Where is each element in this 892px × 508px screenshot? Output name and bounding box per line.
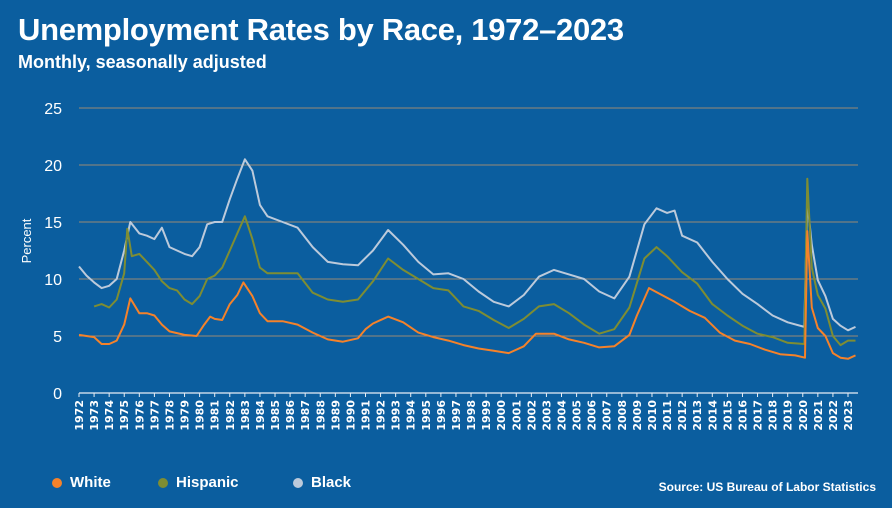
- x-tick-label: 2002: [525, 400, 538, 431]
- x-tick-label: 1979: [179, 400, 192, 431]
- legend-item-black: Black: [293, 474, 351, 491]
- x-tick-label: 1975: [118, 400, 131, 431]
- hispanic-swatch-icon: [158, 477, 168, 488]
- x-tick-label: 1986: [284, 400, 297, 431]
- chart-subtitle: Monthly, seasonally adjusted: [18, 52, 267, 72]
- x-tick-label: 2013: [691, 400, 704, 431]
- y-tick-label: 20: [44, 158, 62, 175]
- x-tick-label: 2022: [827, 400, 840, 431]
- x-tick-label: 2008: [616, 400, 629, 431]
- x-tick-label: 2015: [721, 400, 734, 431]
- series-line-black: [78, 158, 856, 332]
- legend-item-hispanic: Hispanic: [158, 474, 239, 491]
- black-swatch-icon: [293, 477, 303, 488]
- x-tick-label: 1992: [375, 400, 388, 431]
- legend-label: Hispanic: [176, 474, 239, 491]
- x-tick-label: 2005: [571, 400, 584, 431]
- x-tick-label: 1983: [239, 400, 252, 431]
- x-tick-label: 1984: [254, 400, 267, 431]
- x-tick-label: 2023: [842, 400, 855, 431]
- x-tick-label: 2020: [797, 400, 810, 431]
- x-tick-label: 2016: [736, 400, 749, 431]
- x-tick-label: 1987: [299, 400, 312, 431]
- x-tick-label: 2014: [706, 400, 719, 431]
- white-swatch-icon: [52, 477, 62, 488]
- x-tick-label: 1978: [163, 400, 176, 431]
- x-tick-label: 1996: [435, 400, 448, 431]
- legend-item-white: White: [52, 474, 111, 491]
- x-tick-label: 1985: [269, 400, 282, 431]
- x-tick-label: 1997: [450, 400, 463, 431]
- x-tick-label: 1989: [329, 400, 342, 431]
- x-tick-label: 1994: [405, 400, 418, 431]
- y-tick-label: 10: [44, 272, 62, 289]
- x-tick-label: 2010: [646, 400, 659, 431]
- series-line-white: [78, 230, 856, 360]
- x-tick-label: 1995: [420, 400, 433, 431]
- source-note: Source: US Bureau of Labor Statistics: [658, 480, 876, 494]
- x-tick-label: 1981: [209, 400, 222, 431]
- y-tick-label: 25: [44, 101, 62, 118]
- x-tick-label: 2007: [601, 400, 614, 431]
- y-tick-label: 15: [44, 215, 62, 232]
- x-tick-label: 1977: [148, 400, 161, 431]
- x-tick-label: 2017: [752, 400, 765, 431]
- y-axis-label: Percent: [19, 218, 34, 263]
- y-tick-label: 5: [53, 329, 62, 346]
- chart-title: Unemployment Rates by Race, 1972–2023: [18, 12, 624, 47]
- x-tick-label: 1991: [359, 400, 372, 431]
- x-tick-label: 2012: [676, 400, 689, 431]
- legend-label: White: [70, 474, 111, 491]
- x-tick-label: 2003: [540, 400, 553, 431]
- x-tick-label: 1982: [224, 400, 237, 431]
- x-tick-label: 1988: [314, 400, 327, 431]
- x-tick-label: 1990: [344, 400, 357, 431]
- y-tick-label: 0: [53, 386, 62, 403]
- x-tick-label: 2004: [556, 400, 569, 431]
- x-tick-label: 1972: [73, 400, 86, 431]
- x-tick-label: 2009: [631, 400, 644, 431]
- x-tick-label: 1973: [88, 400, 101, 431]
- x-tick-label: 1998: [465, 400, 478, 431]
- x-tick-label: 1976: [133, 400, 146, 431]
- x-tick-label: 1974: [103, 400, 116, 431]
- x-tick-label: 2006: [586, 400, 599, 431]
- x-tick-label: 1993: [390, 400, 403, 431]
- x-tick-label: 2021: [812, 400, 825, 431]
- x-tick-label: 2000: [495, 400, 508, 431]
- x-tick-label: 2001: [510, 400, 523, 431]
- x-tick-label: 1980: [194, 400, 207, 431]
- series-line-hispanic: [93, 177, 856, 347]
- x-tick-label: 2011: [661, 400, 674, 431]
- legend-label: Black: [311, 474, 352, 491]
- x-tick-label: 2019: [782, 400, 795, 431]
- x-tick-label: 2018: [767, 400, 780, 431]
- x-tick-label: 1999: [480, 400, 493, 431]
